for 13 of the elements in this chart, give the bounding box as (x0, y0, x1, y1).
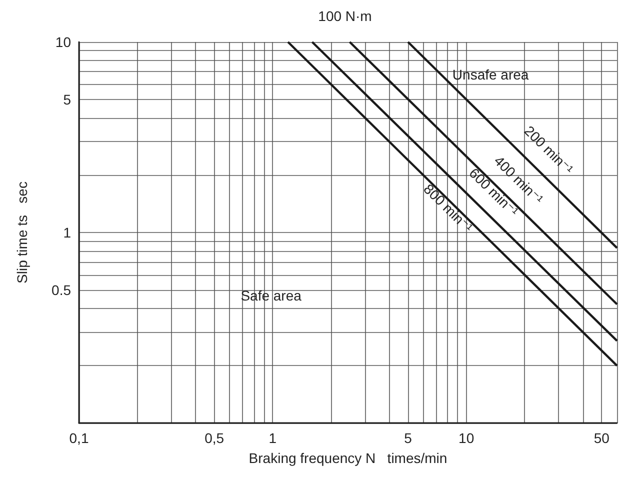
y-tick-label: 1 (63, 224, 72, 240)
y-axis-title: Slip time ts sec (14, 182, 30, 284)
x-tick-label: 1 (268, 430, 277, 446)
x-tick-label: 10 (458, 430, 474, 446)
y-tick-label: 10 (55, 34, 72, 50)
chart-title: 100 N·m (318, 8, 372, 24)
x-tick-label: 0,5 (204, 430, 224, 446)
y-tick-label: 0.5 (52, 282, 72, 298)
x-axis-title: Braking frequency N times/min (248, 450, 448, 466)
x-tick-label: 5 (404, 430, 412, 446)
x-tick-label: 50 (594, 430, 610, 446)
y-tick-label: 5 (63, 91, 72, 108)
x-tick-label: 0,1 (69, 430, 89, 446)
